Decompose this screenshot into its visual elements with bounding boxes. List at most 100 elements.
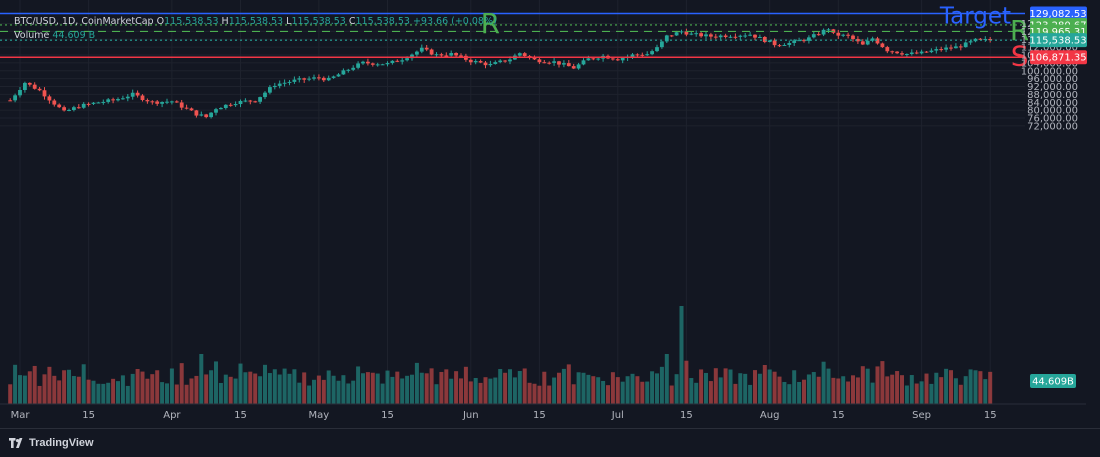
candle-body [498, 60, 503, 63]
candle [67, 108, 71, 112]
volume-bar [527, 382, 532, 404]
volume-bar [630, 373, 635, 404]
volume-bar [248, 371, 253, 404]
candle [106, 98, 111, 104]
price-tick-label: 84,000.00 [1027, 98, 1078, 109]
volume-bar [552, 377, 557, 404]
candle [356, 61, 360, 70]
time-tick-label: Aug [760, 410, 780, 421]
legend-open-label: O [156, 16, 165, 27]
chart-canvas[interactable]: TargetRRS124,000.00120,000.00116,000.001… [0, 0, 1100, 428]
candle-body [366, 61, 370, 64]
volume-bar [258, 376, 263, 404]
volume-bar [659, 366, 664, 404]
candle-body [704, 34, 708, 37]
candle [268, 85, 272, 95]
volume-bar [743, 373, 748, 404]
volume-bar [855, 377, 860, 404]
volume-bar [650, 371, 655, 404]
volume-bar [243, 372, 248, 404]
candle [302, 77, 307, 83]
candle [743, 32, 748, 38]
candle-body [713, 36, 718, 38]
volume-bar [439, 371, 444, 404]
volume-bar [346, 383, 351, 404]
candle-body [772, 40, 777, 46]
volume-bar [160, 382, 165, 404]
candle [312, 74, 316, 81]
candle [135, 90, 140, 98]
legend-volume-label: Volume [14, 30, 50, 41]
volume-bar [806, 374, 811, 404]
candle-body [816, 34, 821, 36]
tradingview-logo[interactable]: TradingView [9, 437, 94, 449]
candle [836, 29, 841, 39]
volume-bar [13, 364, 18, 404]
volume-bar [292, 369, 297, 404]
candle [591, 57, 596, 61]
volume-series [8, 306, 993, 404]
candle [807, 35, 811, 44]
candle [875, 36, 880, 45]
candle-body [944, 47, 948, 50]
candle-body [223, 104, 228, 109]
candle [611, 57, 615, 61]
price-tick-label: 112,000.00 [1021, 43, 1078, 54]
volume-bar [836, 378, 841, 404]
candle-body [978, 38, 983, 40]
legend-low-value: 115,538.53 [291, 16, 346, 27]
candle-body [596, 58, 601, 60]
candle [361, 60, 365, 65]
candle-body [748, 34, 752, 36]
candle [557, 60, 561, 68]
candle-body [228, 104, 233, 106]
candle-body [586, 58, 591, 61]
candle-body [537, 59, 542, 63]
candle-body [630, 54, 635, 57]
candle [846, 32, 850, 39]
candle-body [811, 34, 816, 38]
volume-bar [738, 373, 743, 404]
volume-bar [405, 375, 410, 404]
candle [194, 109, 199, 118]
candle-body [8, 100, 13, 102]
candle-body [405, 58, 409, 61]
candle [581, 58, 586, 66]
price-axis-background [1028, 0, 1100, 428]
candle-body [76, 107, 81, 109]
volume-bar [238, 363, 243, 404]
volume-bar [566, 364, 571, 404]
volume-bar [302, 372, 307, 404]
volume-bar [463, 366, 468, 404]
candle-body [321, 77, 326, 81]
candle [214, 107, 218, 116]
candle [150, 100, 155, 105]
legend-close-label: C [348, 16, 356, 27]
candle [792, 39, 797, 46]
candle-body [709, 34, 713, 37]
time-axis: Mar 15 Apr 15 May 15 Jun 15 Jul 15 Aug 15 Sep 15 [11, 410, 997, 421]
candle-body [351, 67, 356, 70]
volume-bar [429, 368, 434, 404]
candle-body [958, 46, 963, 48]
volume-bar [508, 369, 512, 404]
volume-bar [91, 380, 96, 404]
volume-bar [209, 370, 214, 404]
candle-body [375, 64, 380, 66]
support-annotation: S [1011, 39, 1029, 72]
candle [537, 57, 542, 64]
candle [566, 60, 571, 67]
candle [767, 40, 772, 43]
volume-bar [140, 371, 145, 404]
candle [263, 91, 267, 100]
candle-body [797, 40, 801, 42]
candle [473, 59, 478, 65]
candle [723, 33, 728, 39]
candle [562, 60, 566, 68]
candle-body [67, 110, 71, 112]
candle-body [86, 103, 91, 105]
price-tick-label: 100,000.00 [1021, 66, 1078, 77]
volume-bar [145, 378, 150, 404]
volume-bar [517, 371, 522, 404]
